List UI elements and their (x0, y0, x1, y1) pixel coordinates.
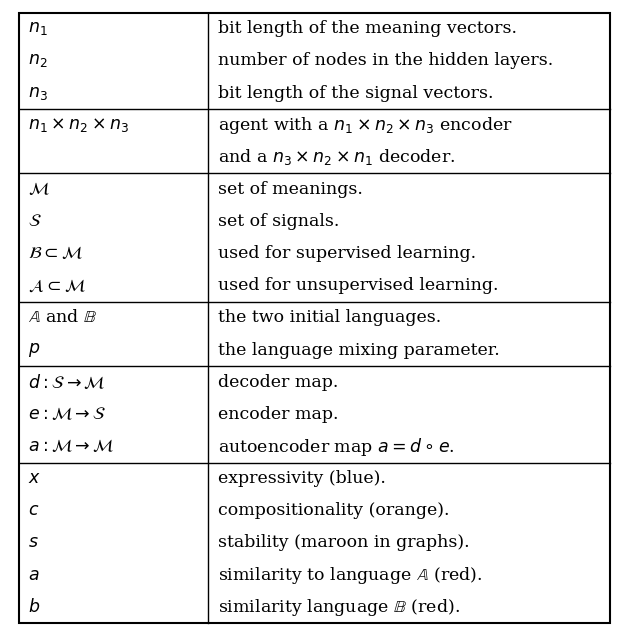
Text: $n_1 \times n_2 \times n_3$: $n_1 \times n_2 \times n_3$ (28, 116, 129, 134)
Text: used for unsupervised learning.: used for unsupervised learning. (218, 277, 498, 294)
Text: bit length of the meaning vectors.: bit length of the meaning vectors. (218, 20, 516, 38)
Text: used for supervised learning.: used for supervised learning. (218, 245, 476, 262)
Text: and a $n_3 \times n_2 \times n_1$ decoder.: and a $n_3 \times n_2 \times n_1$ decode… (218, 148, 455, 167)
Text: set of meanings.: set of meanings. (218, 181, 362, 198)
Text: $\mathcal{S}$: $\mathcal{S}$ (28, 213, 42, 230)
Text: $n_1$: $n_1$ (28, 20, 48, 38)
Text: agent with a $n_1 \times n_2 \times n_3$ encoder: agent with a $n_1 \times n_2 \times n_3$… (218, 114, 513, 135)
Text: $a$: $a$ (28, 567, 40, 584)
Text: bit length of the signal vectors.: bit length of the signal vectors. (218, 85, 493, 102)
Text: $n_3$: $n_3$ (28, 85, 48, 102)
Text: the two initial languages.: the two initial languages. (218, 310, 441, 326)
Text: expressivity (blue).: expressivity (blue). (218, 470, 385, 487)
Text: autoencoder map $a = d \circ e$.: autoencoder map $a = d \circ e$. (218, 436, 454, 457)
Text: number of nodes in the hidden layers.: number of nodes in the hidden layers. (218, 52, 553, 69)
Text: $s$: $s$ (28, 534, 39, 551)
Text: decoder map.: decoder map. (218, 374, 338, 391)
Text: $\mathbb{A}$ and $\mathbb{B}$: $\mathbb{A}$ and $\mathbb{B}$ (28, 310, 97, 326)
Text: set of signals.: set of signals. (218, 213, 339, 230)
Text: $\mathcal{M}$: $\mathcal{M}$ (28, 181, 50, 198)
Text: $n_2$: $n_2$ (28, 52, 48, 69)
Text: $b$: $b$ (28, 598, 40, 616)
Text: $\mathcal{B} \subset \mathcal{M}$: $\mathcal{B} \subset \mathcal{M}$ (28, 245, 84, 262)
Text: $d : \mathcal{S} \rightarrow \mathcal{M}$: $d : \mathcal{S} \rightarrow \mathcal{M}… (28, 373, 106, 392)
Text: $c$: $c$ (28, 502, 40, 520)
Text: similarity to language $\mathbb{A}$ (red).: similarity to language $\mathbb{A}$ (red… (218, 565, 482, 586)
Text: the language mixing parameter.: the language mixing parameter. (218, 342, 499, 359)
Text: stability (maroon in graphs).: stability (maroon in graphs). (218, 534, 469, 551)
Text: $p$: $p$ (28, 341, 40, 359)
Text: $a : \mathcal{M} \rightarrow \mathcal{M}$: $a : \mathcal{M} \rightarrow \mathcal{M}… (28, 438, 115, 455)
Text: $\mathcal{A} \subset \mathcal{M}$: $\mathcal{A} \subset \mathcal{M}$ (28, 277, 86, 294)
Text: $e : \mathcal{M} \rightarrow \mathcal{S}$: $e : \mathcal{M} \rightarrow \mathcal{S}… (28, 406, 107, 423)
Text: encoder map.: encoder map. (218, 406, 338, 423)
Text: compositionality (orange).: compositionality (orange). (218, 502, 449, 520)
Text: $x$: $x$ (28, 470, 41, 487)
Text: similarity language $\mathbb{B}$ (red).: similarity language $\mathbb{B}$ (red). (218, 597, 460, 618)
